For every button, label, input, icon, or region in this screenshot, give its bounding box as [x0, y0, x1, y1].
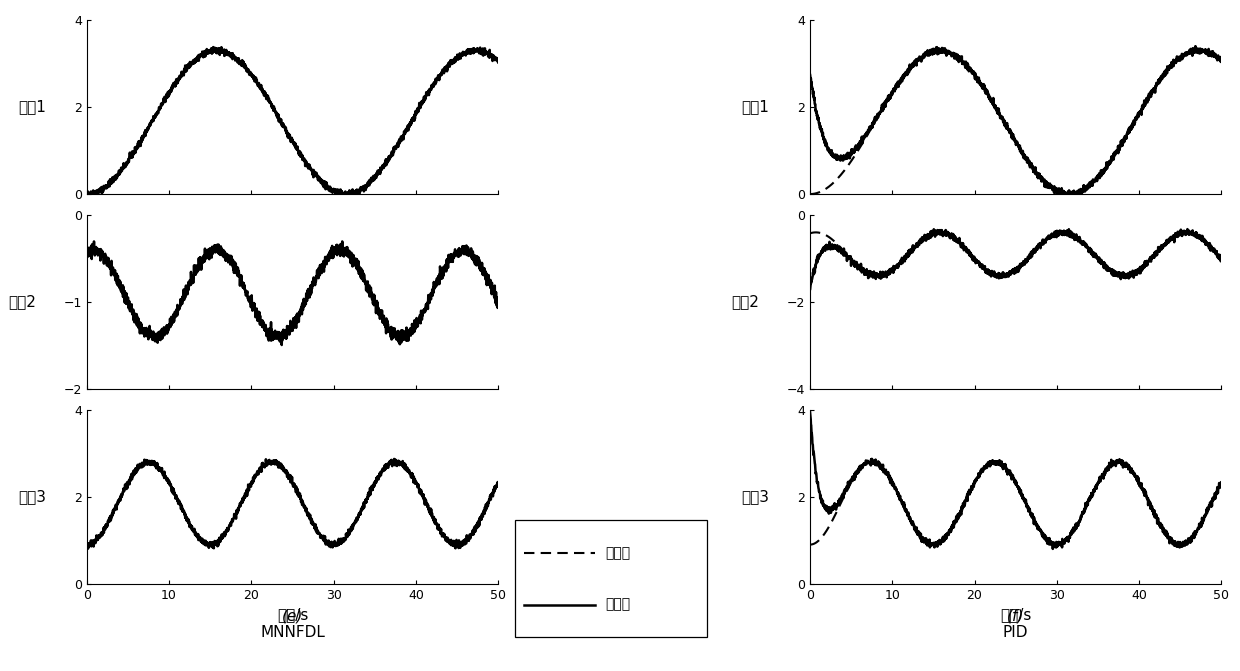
Y-axis label: 关节1: 关节1 [742, 99, 769, 115]
Text: (b): (b) [1004, 219, 1027, 234]
Text: (d): (d) [1004, 413, 1027, 428]
Y-axis label: 关节3: 关节3 [19, 489, 46, 505]
X-axis label: 时间/s
PID: 时间/s PID [999, 607, 1032, 639]
Text: (c): (c) [283, 413, 303, 428]
Y-axis label: 关节2: 关节2 [7, 295, 36, 309]
Text: (a): (a) [281, 219, 304, 234]
Y-axis label: 关节2: 关节2 [732, 295, 759, 309]
Y-axis label: 关节3: 关节3 [742, 489, 769, 505]
Text: (f): (f) [1007, 608, 1024, 623]
Y-axis label: 关节1: 关节1 [19, 99, 46, 115]
X-axis label: 时间/s
MNNFDL: 时间/s MNNFDL [260, 607, 325, 639]
Text: (e): (e) [281, 608, 304, 623]
Text: 期望値: 期望値 [605, 546, 630, 560]
Text: 实际値: 实际値 [605, 598, 630, 611]
